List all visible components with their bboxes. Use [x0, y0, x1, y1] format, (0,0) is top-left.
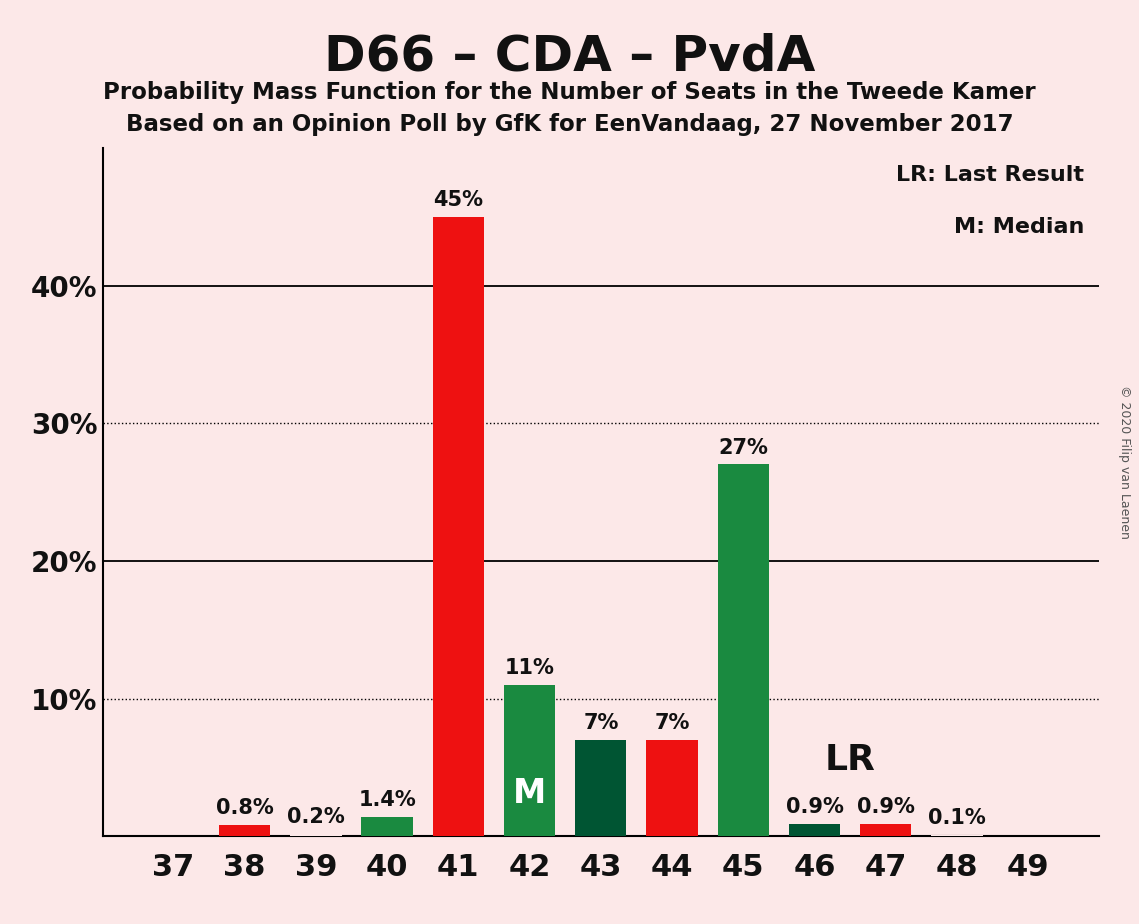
Text: 0.2%: 0.2%: [287, 807, 345, 827]
Text: LR: Last Result: LR: Last Result: [896, 165, 1084, 185]
Bar: [433, 217, 484, 836]
Text: 7%: 7%: [583, 713, 618, 733]
Text: M: M: [513, 777, 547, 810]
Text: 1.4%: 1.4%: [359, 790, 416, 810]
Bar: [789, 824, 841, 836]
Text: Probability Mass Function for the Number of Seats in the Tweede Kamer: Probability Mass Function for the Number…: [104, 81, 1035, 104]
Text: 11%: 11%: [505, 658, 555, 678]
Bar: [718, 465, 769, 836]
Text: D66 – CDA – PvdA: D66 – CDA – PvdA: [323, 32, 816, 80]
Bar: [575, 740, 626, 836]
Bar: [219, 825, 270, 836]
Text: 27%: 27%: [719, 438, 768, 457]
Bar: [932, 835, 983, 836]
Text: 45%: 45%: [433, 189, 483, 210]
Text: 0.9%: 0.9%: [786, 796, 844, 817]
Text: 0.1%: 0.1%: [928, 808, 986, 828]
Text: 0.9%: 0.9%: [857, 796, 915, 817]
Text: © 2020 Filip van Laenen: © 2020 Filip van Laenen: [1118, 385, 1131, 539]
Text: M: Median: M: Median: [953, 217, 1084, 237]
Bar: [290, 833, 342, 836]
Bar: [647, 740, 698, 836]
Bar: [503, 685, 555, 836]
Text: LR: LR: [825, 744, 876, 777]
Text: Based on an Opinion Poll by GfK for EenVandaag, 27 November 2017: Based on an Opinion Poll by GfK for EenV…: [125, 113, 1014, 136]
Text: 0.8%: 0.8%: [215, 798, 273, 819]
Bar: [860, 824, 911, 836]
Text: 7%: 7%: [655, 713, 690, 733]
Bar: [361, 817, 412, 836]
